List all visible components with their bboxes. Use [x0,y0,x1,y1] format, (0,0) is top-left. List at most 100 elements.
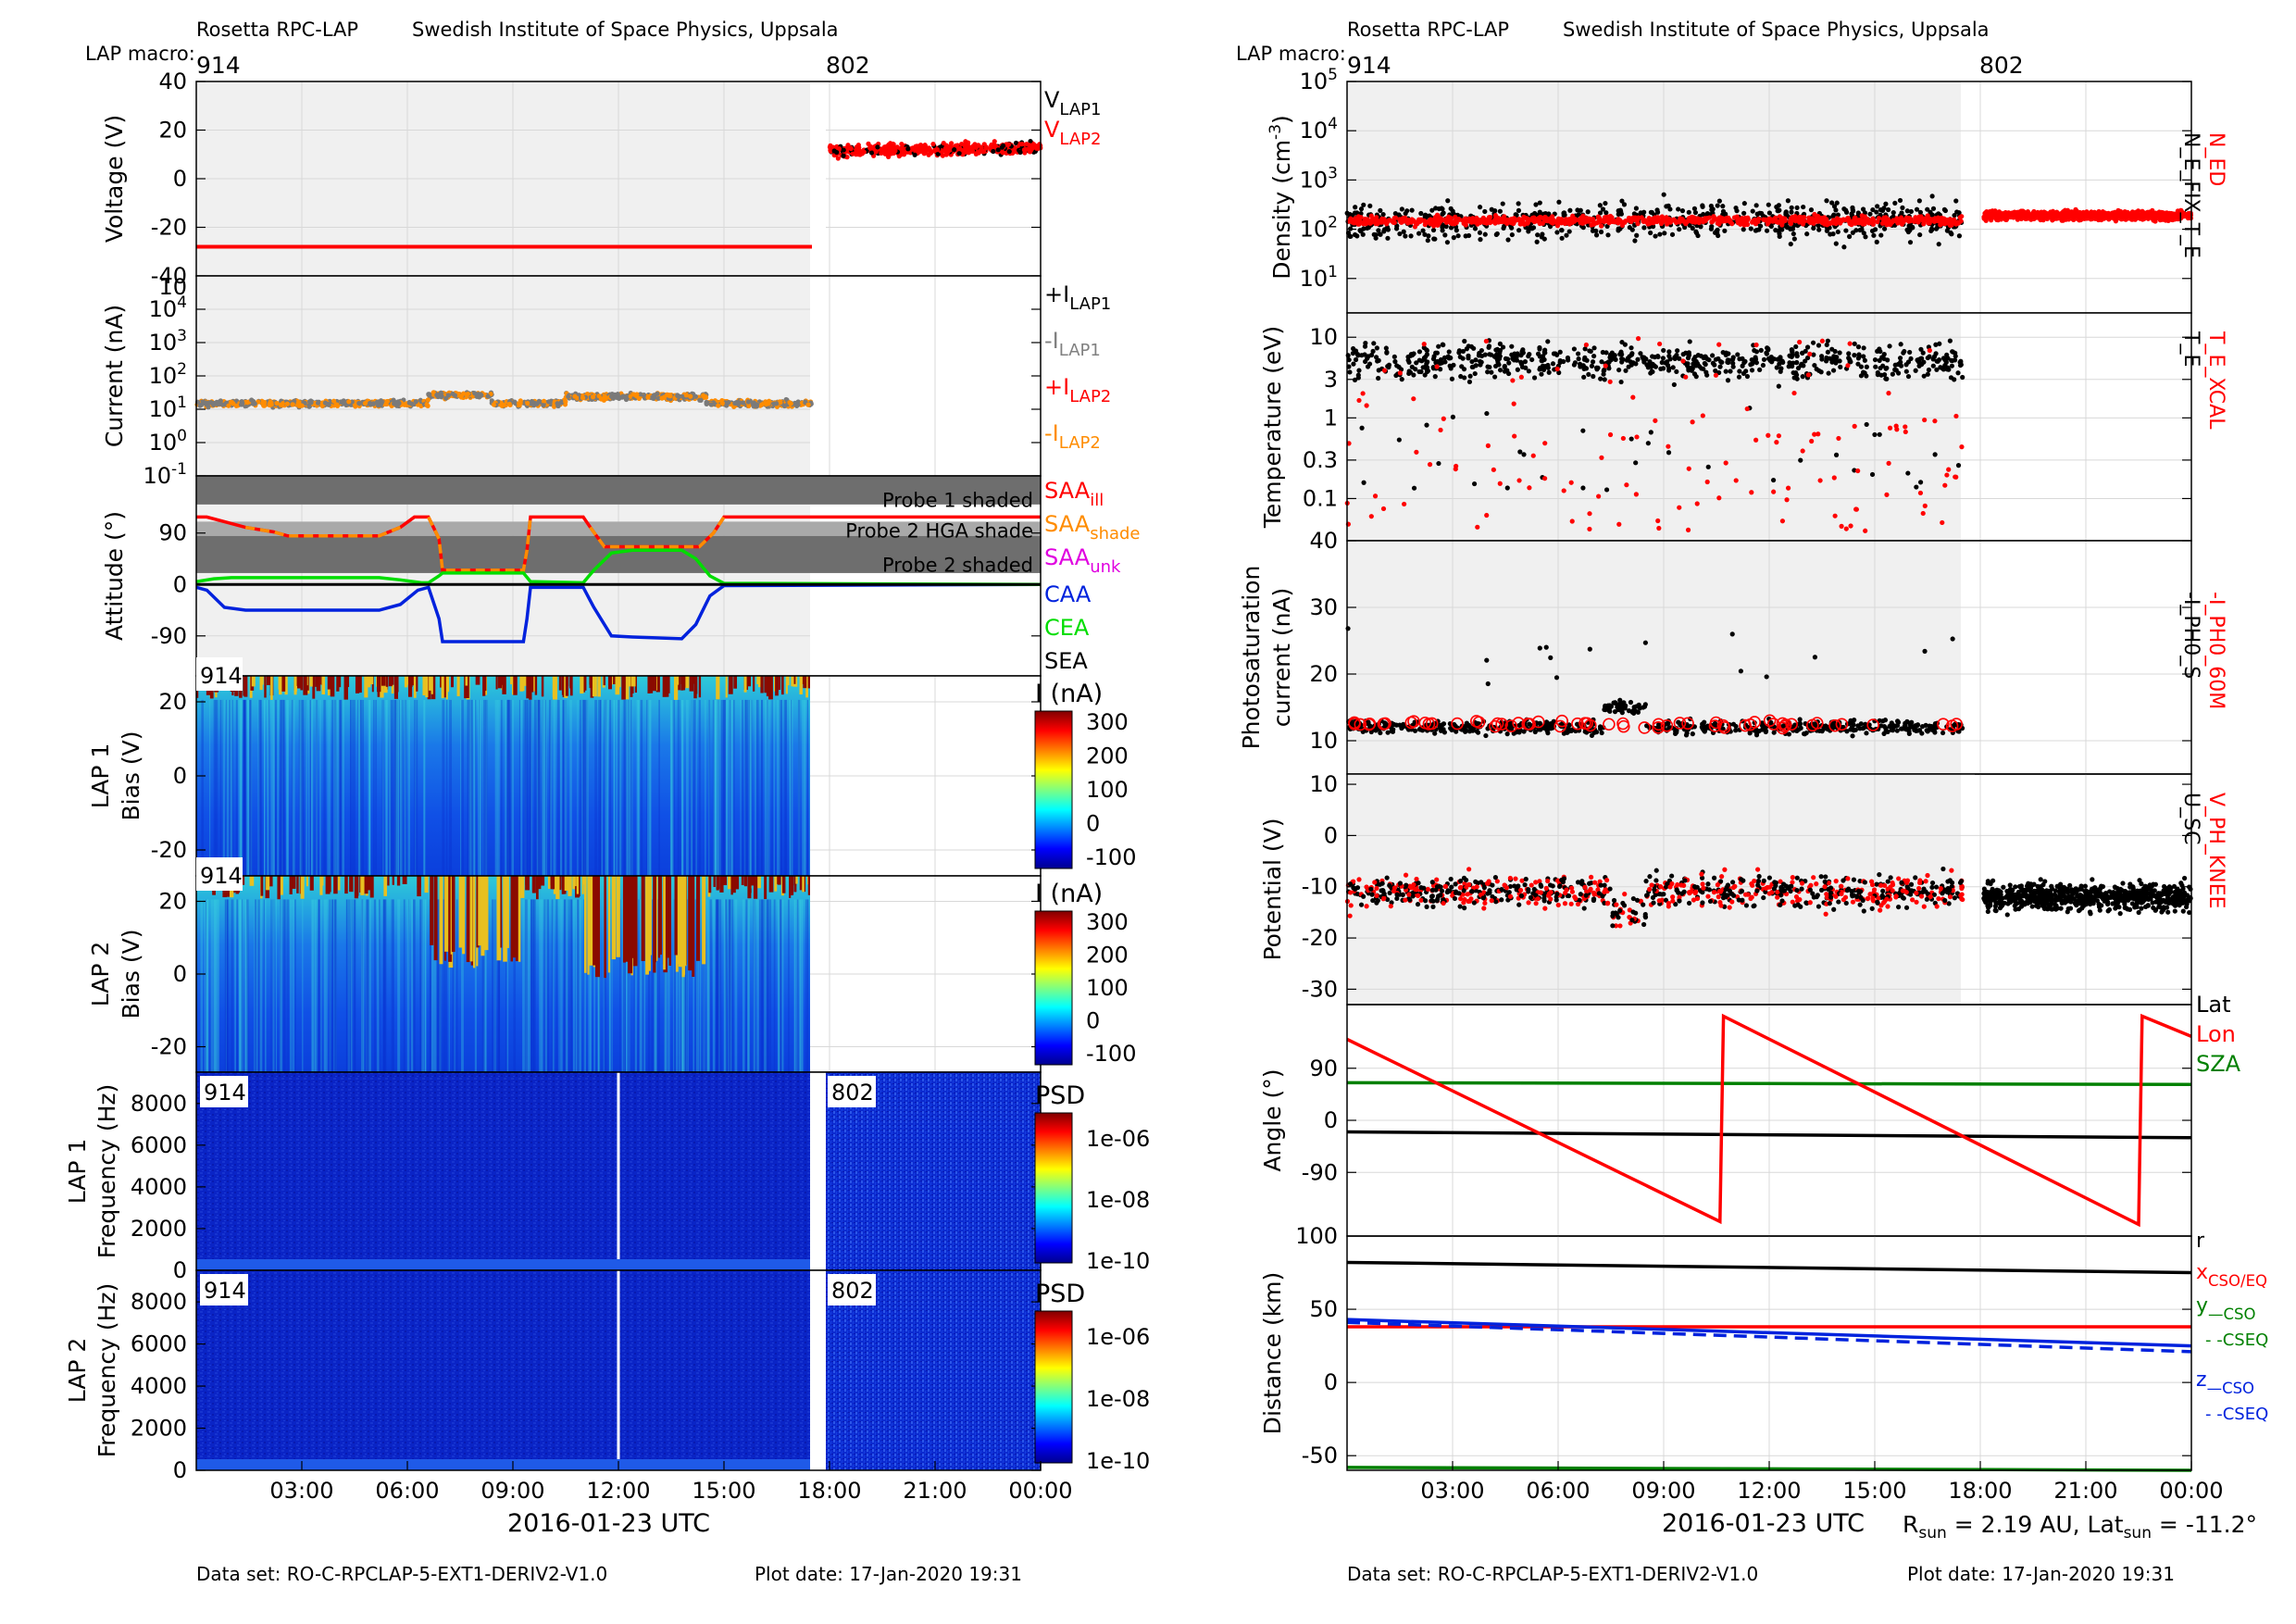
lap1_psd-ytick-label: 2000 [131,1216,187,1242]
lap1_bias-streak [771,699,773,876]
density-red-point [1921,221,1927,227]
lap2_psd-ytick-label: 8000 [131,1289,187,1315]
lap2_bias-streak [753,899,756,1072]
lap1_bias-streak [247,699,250,876]
density-red-point [1355,218,1361,223]
lap2_bias-streak [206,899,209,1072]
density-black-point [1590,228,1596,233]
lap2_bias-hot-streak [658,876,662,956]
lap2_psd-ytick-label: 4000 [131,1373,187,1399]
current-point [688,394,693,399]
lap1_bias-hot-streak [756,676,761,684]
density-black-point [1789,209,1794,215]
current-ytick-label: 103 [149,327,187,356]
lap1_bias-streak [599,699,602,876]
current-point [719,400,725,406]
lap1_bias-streak [501,699,503,876]
left-institute-title: Swedish Institute of Space Physics, Upps… [412,19,839,41]
voltage-ytick-label: 40 [158,69,187,94]
current-point [308,400,314,406]
lat-sub: sun [2123,1524,2152,1543]
density-red-point [1571,219,1578,224]
lap1_bias-streak [497,699,500,876]
lap2_bias-hot-streak [645,876,649,975]
voltage-point [834,149,840,156]
lap2_bias-streak [366,899,368,1072]
current-point [384,398,391,405]
lap1_bias-streak [626,699,628,876]
voltage-point [917,149,922,155]
lap2_psd-colorbar-tick: 1e-08 [1086,1386,1150,1412]
lap1_bias-hot-streak [698,676,702,698]
attitude-band-label-2: Probe 2 HGA shade [845,520,1033,543]
current-point [703,394,708,400]
lap1_bias-macro-label: 914 [200,663,243,689]
density-black-point [1700,204,1705,209]
current-point [642,394,647,399]
density-black-point [1516,228,1522,233]
lap2_bias-hot-streak [547,876,551,889]
lap2_bias-hot-streak [727,876,731,890]
density-black-point [1878,232,1884,238]
density-black-point [1779,227,1785,232]
lap1_bias-streak [368,699,370,876]
lap2_bias-hot-streak [506,876,509,948]
lap1_bias-streak [243,699,245,876]
density-black-point [1874,209,1879,215]
density-black-point [1444,240,1451,245]
lap2_bias-hot-streak [588,876,593,966]
lap1_bias-streak [761,699,763,876]
lap1_bias-streak [470,699,473,876]
current-point [500,402,505,407]
lap2_bias-hot-streak [702,876,706,965]
lap1_bias-streak [334,699,337,876]
lap2_bias-streak [286,899,290,1072]
density-red-point [1381,216,1387,222]
lap1_bias-hot-streak [370,676,374,685]
density-black-point [1657,231,1663,237]
lap2_bias-streak [397,899,399,1072]
lap1_bias-streak [222,699,224,876]
lap2_bias-streak [291,899,293,1072]
density-red-point [1862,214,1868,219]
density-black-point [1722,228,1728,233]
voltage-point [1013,140,1019,146]
lap2_bias-streak [712,899,716,1072]
lap1_bias-streak [247,699,250,876]
density-black-point [1904,208,1910,214]
lap1_bias-hot-streak [580,676,584,694]
density-red-point [1814,218,1819,223]
left-xtick-label: 21:00 [903,1478,967,1504]
density-black-point [1905,229,1912,235]
density-black-point [1794,205,1800,210]
density-black-point [1692,209,1699,216]
lap2_bias-streak [333,899,337,1072]
lap1_bias-streak [713,699,716,876]
voltage-point [1006,148,1012,155]
lap1_bias-streak [245,699,248,876]
density-black-point [1929,227,1935,232]
voltage-point [992,143,998,149]
current-point [267,401,272,406]
current-point [530,400,535,406]
density-black-point [1835,229,1841,235]
lap1_bias-streak [506,699,510,876]
lap1_bias-streak [423,699,425,876]
lap1_bias-hot-streak [752,676,755,692]
lap1_bias-streak [359,699,362,876]
right-instrument-title: Rosetta RPC-LAP [1347,19,1510,41]
lap1_psd-ylabel1: LAP 1 [64,1139,91,1205]
lap1_bias-streak [386,699,388,876]
current-point [558,400,565,406]
density-black-point [1662,231,1667,236]
lap1_bias-streak [368,699,371,876]
lap1_bias-streak [624,699,627,876]
density-red-point [1938,222,1943,228]
lap2_bias-hot-streak [525,876,528,885]
lap1_bias-streak [319,699,321,876]
density-black-point [1816,223,1821,229]
lap1_bias-hot-streak [673,676,679,700]
left-plotdate: Plot date: 17-Jan-2020 19:31 [755,1563,1022,1585]
lap1_bias-streak [748,699,752,876]
